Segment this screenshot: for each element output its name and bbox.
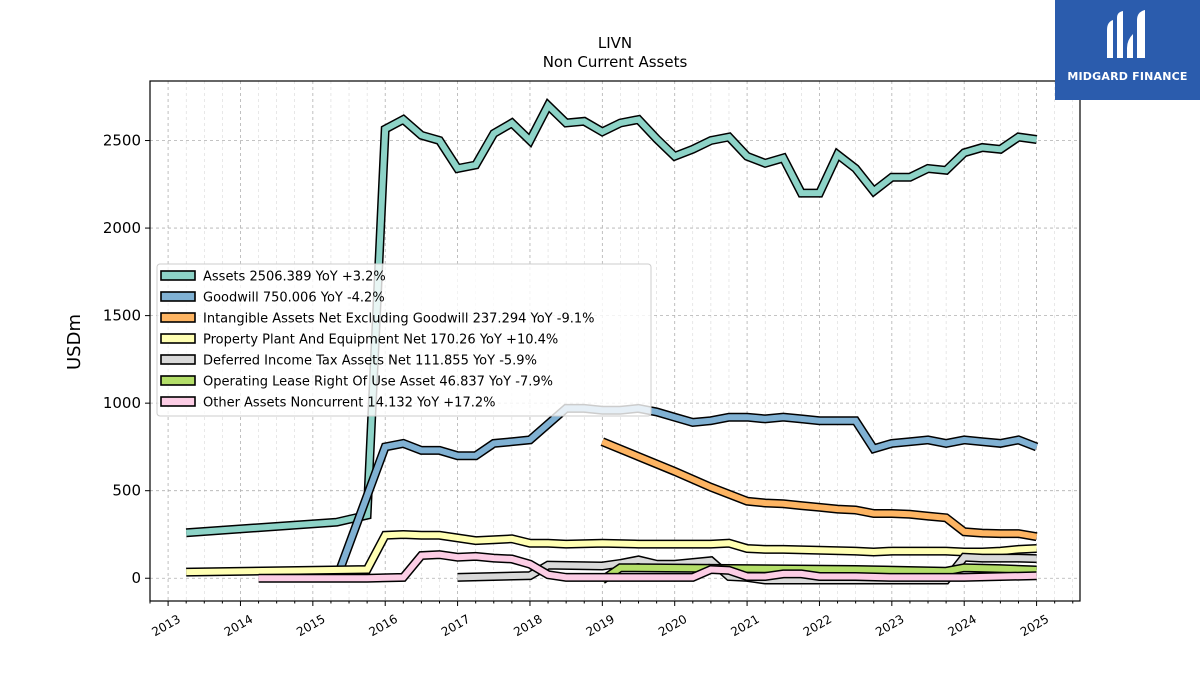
x-tick-label: 2024 [945, 612, 978, 639]
series-operating-lease-right-of-use-asset [599, 563, 1037, 584]
plot-frame [149, 80, 1081, 602]
y-tick-label: 1500 [103, 307, 141, 325]
midgard-logo-icon [1107, 10, 1145, 58]
legend-swatch [160, 270, 196, 281]
series-property-plant-and-equipment-net [186, 529, 1037, 577]
x-tick-label: 2016 [366, 612, 399, 639]
x-tick-label: 2019 [584, 612, 617, 639]
x-tick-label: 2017 [439, 612, 472, 639]
series-line [258, 551, 1037, 582]
legend-swatch [160, 375, 196, 386]
series-other-assets-noncurrent [258, 550, 1037, 583]
series-intangible-assets-net-excluding-goodwill [600, 437, 1038, 542]
chart-subtitle: Non Current Assets [543, 53, 688, 71]
legend-entry: Goodwill 750.006 YoY -4.2% [203, 291, 385, 306]
x-tick-label: 2015 [294, 612, 327, 639]
x-tick-label: 2022 [801, 612, 834, 639]
series-line [185, 100, 1038, 536]
series-line [600, 564, 1037, 583]
y-tick-label: 500 [112, 482, 141, 500]
legend-entry: Assets 2506.389 YoY +3.2% [203, 270, 386, 285]
y-axis-label: USDm [64, 314, 85, 370]
legend-swatch [160, 396, 196, 407]
series-goodwill [332, 403, 1039, 580]
y-tick-label: 2500 [103, 132, 141, 150]
series-deferred-income-tax-assets-net [457, 552, 1037, 585]
y-tick-label: 0 [131, 569, 141, 587]
series-line [601, 438, 1038, 540]
legend-entry: Intangible Assets Net Excluding Goodwill… [203, 312, 594, 327]
series-layer [185, 98, 1039, 585]
x-tick-label: 2023 [873, 612, 906, 639]
legend: Assets 2506.389 YoY +3.2% Goodwill 750.00… [156, 263, 652, 417]
x-tick-label: 2020 [656, 612, 689, 639]
legend-entry: Operating Lease Right Of Use Asset 46.83… [203, 375, 553, 390]
chart-title: LIVN [598, 34, 632, 52]
brand-logo: MIDGARD FINANCE [1055, 0, 1200, 100]
legend-swatch [160, 333, 196, 344]
x-tick-label: 2018 [511, 612, 544, 639]
brand-name: MIDGARD FINANCE [1067, 70, 1188, 83]
x-tick-label: 2021 [728, 612, 761, 639]
series-line [186, 531, 1037, 576]
y-tick-label: 2000 [103, 219, 141, 237]
legend-swatch [160, 312, 196, 323]
x-tick-label: 2014 [222, 612, 255, 639]
y-tick-label: 1000 [103, 394, 141, 412]
x-tick-label: 2025 [1018, 612, 1051, 639]
legend-entry: Deferred Income Tax Assets Net 111.855 Y… [203, 354, 537, 369]
x-tick-label: 2013 [149, 612, 182, 639]
series-line [457, 554, 1037, 583]
series-line [333, 405, 1038, 580]
series-assets [185, 98, 1038, 538]
legend-frame [156, 263, 652, 417]
legend-swatch [160, 354, 196, 365]
legend-swatch [160, 291, 196, 302]
legend-entry: Property Plant And Equipment Net 170.26 … [203, 333, 558, 348]
legend-entry: Other Assets Noncurrent 14.132 YoY +17.2… [203, 396, 495, 411]
